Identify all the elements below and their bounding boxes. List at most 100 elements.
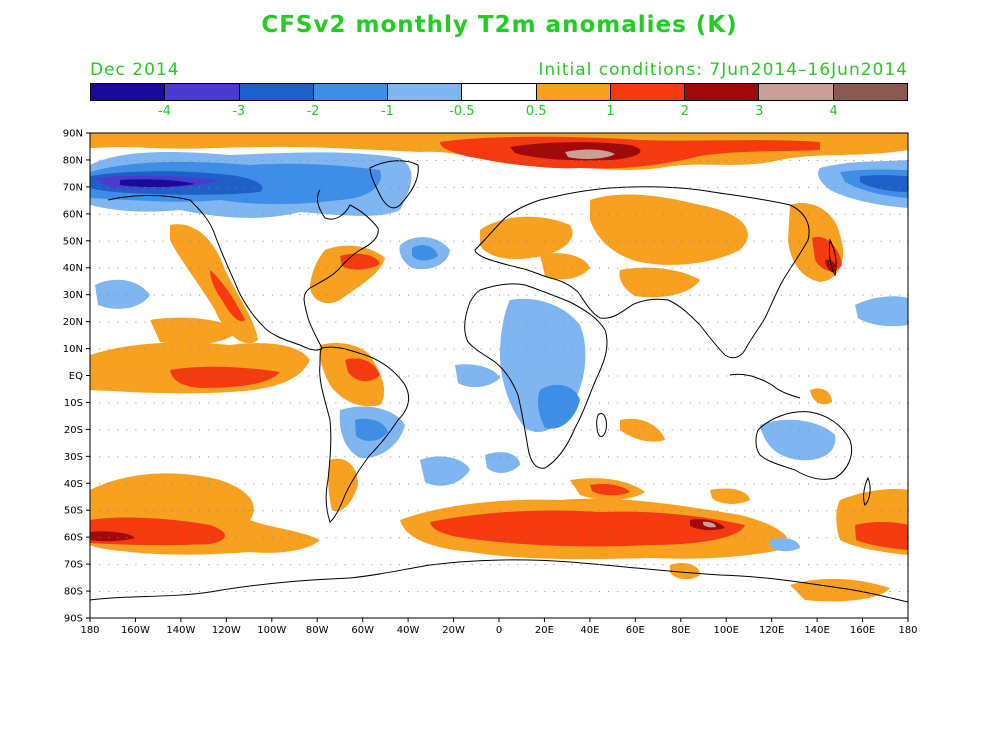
grid-dot [180, 348, 182, 350]
grid-dot [580, 186, 582, 188]
grid-dot [371, 402, 373, 404]
grid-dot [544, 159, 546, 161]
grid-dot [689, 159, 691, 161]
grid-dot [889, 591, 891, 593]
grid-dot [126, 456, 128, 458]
grid-dot [117, 429, 119, 431]
grid-dot [726, 456, 728, 458]
grid-dot [435, 456, 437, 458]
grid-dot [189, 213, 191, 215]
grid-dot [862, 375, 864, 377]
grid-dot [662, 564, 664, 566]
grid-dot [99, 213, 101, 215]
grid-dot [171, 213, 173, 215]
grid-dot [335, 456, 337, 458]
grid-dot [562, 321, 564, 323]
grid-dot [580, 456, 582, 458]
grid-dot [608, 267, 610, 269]
grid-dot [153, 429, 155, 431]
grid-dot [144, 240, 146, 242]
color-bin [536, 84, 611, 100]
grid-dot [744, 348, 746, 350]
grid-dot [226, 186, 228, 188]
grid-dot [780, 402, 782, 404]
grid-dot [744, 537, 746, 539]
grid-dot [499, 591, 500, 593]
grid-dot [408, 294, 410, 296]
grid-dot [589, 510, 591, 512]
grid-dot [208, 591, 210, 593]
grid-dot [662, 240, 664, 242]
grid-dot [399, 294, 401, 296]
grid-dot [435, 294, 437, 296]
grid-dot [135, 510, 137, 512]
grid-dot [344, 456, 346, 458]
grid-dot [517, 240, 519, 242]
grid-dot [335, 510, 337, 512]
grid-dot [508, 402, 510, 404]
grid-dot [717, 591, 719, 593]
grid-dot [353, 591, 355, 593]
grid-dot [108, 402, 110, 404]
grid-dot [153, 510, 155, 512]
grid-dot [308, 294, 310, 296]
grid-dot [308, 321, 310, 323]
grid-dot [589, 321, 591, 323]
forecast-month: Dec 2014 [90, 60, 180, 80]
grid-dot [271, 510, 273, 512]
grid-dot [626, 375, 628, 377]
grid-dot [262, 510, 264, 512]
grid-dot [417, 240, 419, 242]
grid-dot [308, 186, 310, 188]
grid-dot [399, 537, 401, 539]
grid-dot [99, 591, 101, 593]
cold-anomaly [120, 179, 195, 188]
grid-dot [453, 375, 455, 377]
grid-dot [798, 591, 800, 593]
grid-dot [462, 294, 464, 296]
grid-dot [689, 294, 691, 296]
grid-dot [426, 402, 428, 404]
grid-dot [489, 564, 491, 566]
grid-dot [762, 375, 764, 377]
grid-dot [135, 186, 137, 188]
grid-dot [280, 537, 282, 539]
grid-dot [453, 510, 455, 512]
grid-dot [780, 456, 782, 458]
grid-dot [435, 591, 437, 593]
grid-dot [99, 267, 101, 269]
grid-dot [835, 564, 837, 566]
grid-dot [517, 321, 519, 323]
grid-dot [371, 564, 373, 566]
grid-dot [253, 321, 255, 323]
grid-dot [299, 321, 301, 323]
grid-dot [744, 267, 746, 269]
grid-dot [217, 429, 219, 431]
grid-dot [808, 483, 810, 485]
grid-dot [535, 186, 537, 188]
grid-dot [462, 159, 464, 161]
grid-dot [535, 564, 537, 566]
grid-dot [898, 348, 900, 350]
grid-dot [371, 240, 373, 242]
grid-dot [808, 456, 810, 458]
grid-dot [844, 375, 846, 377]
grid-dot [180, 429, 182, 431]
grid-dot [617, 483, 619, 485]
grid-dot [480, 591, 482, 593]
grid-dot [798, 267, 800, 269]
coastline-north-america [107, 189, 379, 351]
grid-dot [226, 510, 228, 512]
grid-dot [435, 186, 437, 188]
grid-dot [526, 159, 528, 161]
grid-dot [880, 213, 882, 215]
grid-dot [244, 267, 246, 269]
grid-dot [189, 591, 191, 593]
grid-dot [262, 483, 264, 485]
grid-dot [771, 267, 773, 269]
grid-dot [289, 429, 291, 431]
grid-dot [808, 294, 810, 296]
grid-dot [771, 240, 773, 242]
lat-label: 40N [63, 263, 83, 274]
grid-dot [462, 456, 464, 458]
